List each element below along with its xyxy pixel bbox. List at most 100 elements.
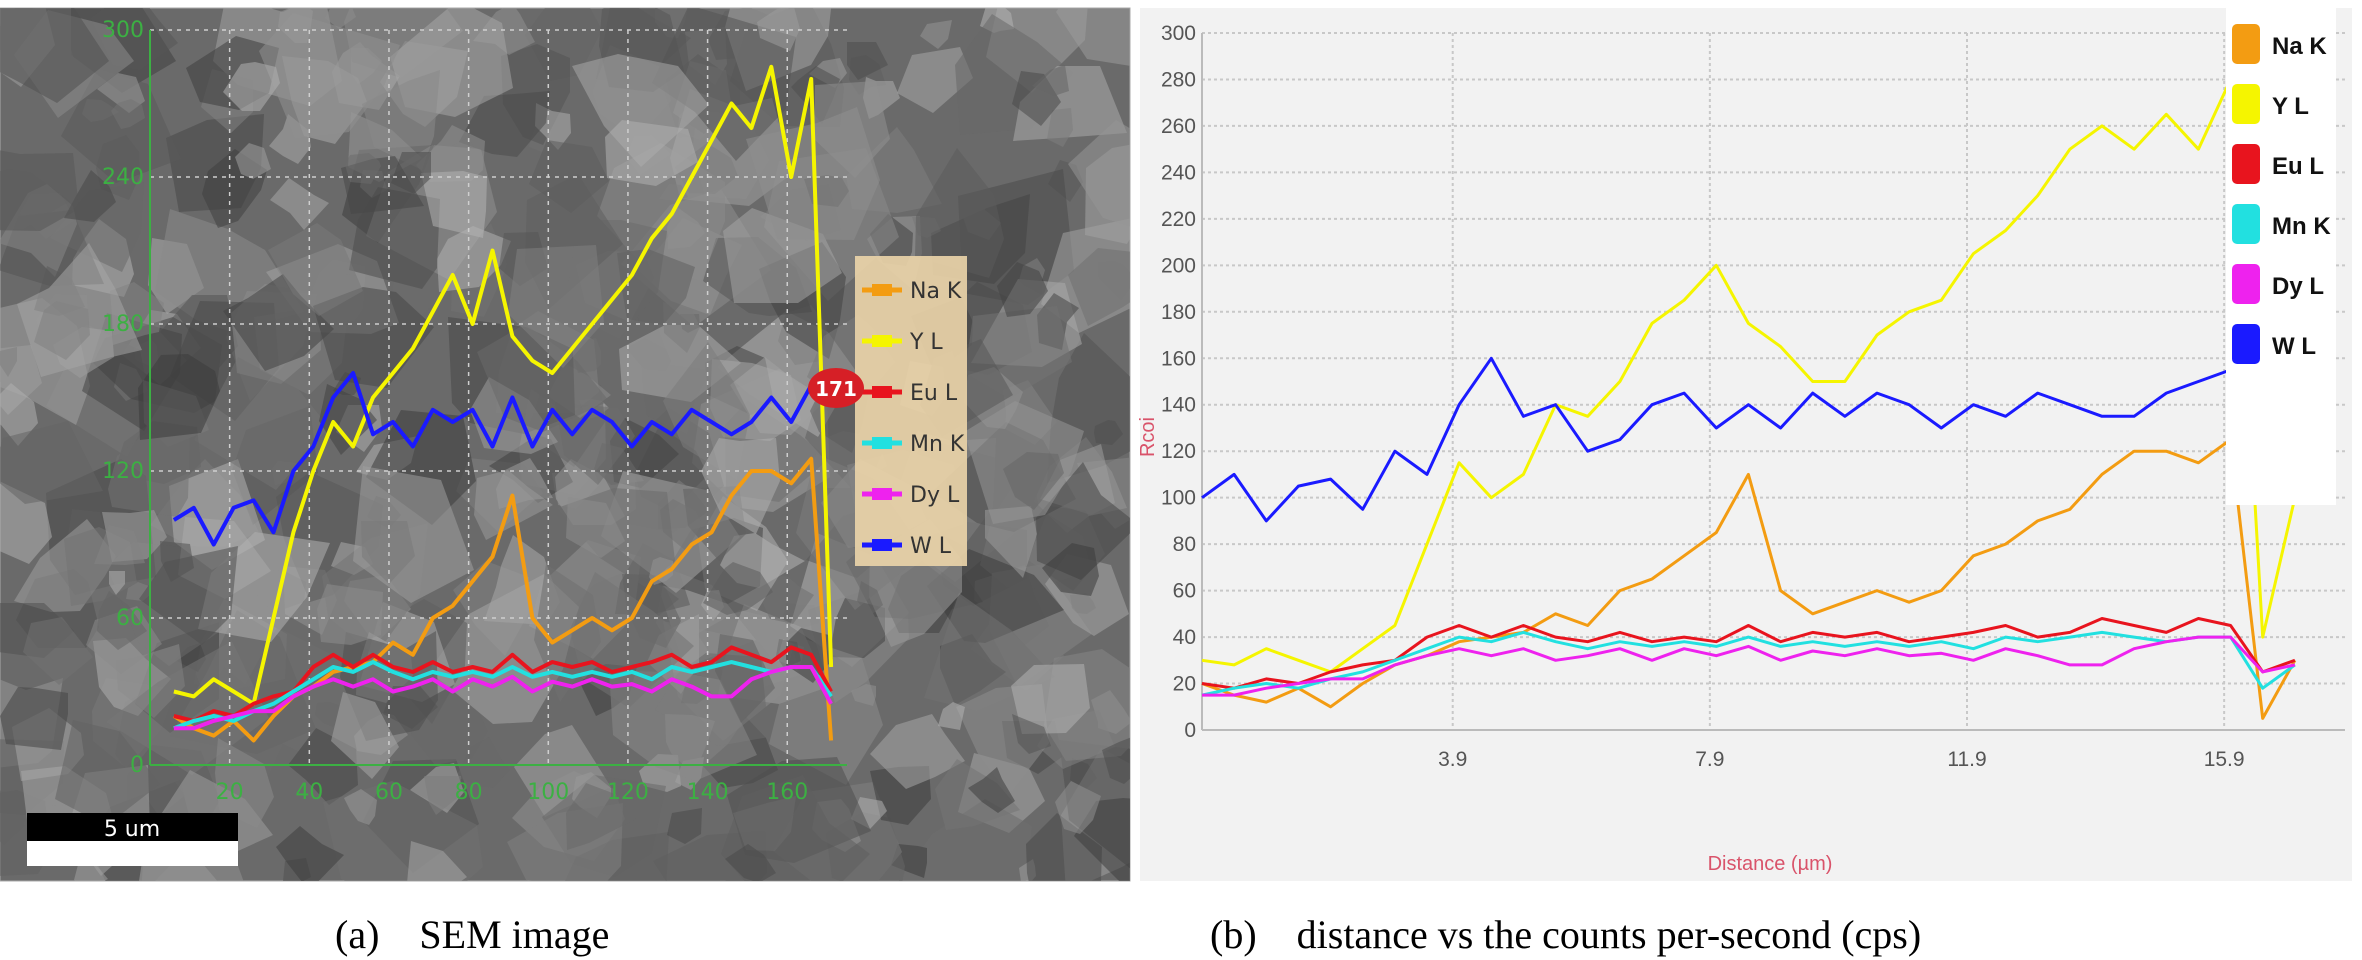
x-tick-label: 3.9 (1438, 748, 1467, 771)
caption-b: (b) distance vs the counts per-second (c… (1210, 912, 1921, 957)
series-line-mn-k (173, 660, 833, 731)
sem-grain (50, 182, 144, 272)
legend-swatch-marker (872, 488, 892, 500)
sem-grain (82, 99, 119, 122)
sem-grain (424, 776, 461, 815)
sem-grain (0, 383, 38, 446)
y-tick-label: 100 (1161, 487, 1196, 510)
sem-grain (17, 243, 142, 377)
y-tick-label: 180 (102, 312, 144, 337)
sem-grain (920, 20, 952, 49)
sem-grain (362, 70, 440, 170)
legend-item: W L (862, 534, 952, 559)
sem-grain (138, 354, 220, 440)
sem-grain (814, 81, 890, 178)
sem-grain (345, 153, 381, 184)
sem-grain (566, 783, 636, 850)
legend-label: W L (910, 534, 952, 559)
sem-grain (97, 591, 147, 650)
y-tick-label: 180 (1161, 301, 1196, 324)
legend-item: Na K (862, 279, 962, 304)
series-line-mn-k (1201, 630, 2296, 697)
legend-item: Y L (862, 330, 943, 355)
sem-grain (456, 737, 510, 788)
legend-swatch (2232, 324, 2260, 364)
sem-grain (1056, 8, 1130, 66)
y-tick-label: 300 (1161, 22, 1196, 45)
sem-grain (757, 8, 800, 51)
sem-grain (938, 702, 965, 730)
legend-label: Mn K (910, 432, 965, 457)
y-axis-label: Rcoi (1137, 417, 1159, 457)
x-tick-label: 7.9 (1695, 748, 1724, 771)
sem-grain (94, 525, 145, 565)
sem-grain (703, 562, 773, 615)
x-tick-label: 11.9 (1947, 748, 1986, 771)
sem-grain (111, 99, 145, 129)
sem-grain (725, 844, 776, 881)
sem-grain (169, 459, 265, 570)
sem-grain (572, 54, 709, 167)
sem-grain (997, 262, 1048, 317)
sem-grain (1094, 420, 1123, 445)
legend-item: Mn K (2232, 204, 2331, 244)
legend-swatch (2232, 264, 2260, 304)
sem-grain (1036, 462, 1130, 580)
sem-grain (407, 841, 467, 881)
series-line-y-l (1201, 78, 2297, 674)
y-tick-label: 300 (102, 18, 144, 43)
sem-grain (915, 148, 1004, 278)
legend-label: Y L (2272, 93, 2309, 120)
sem-grain (325, 8, 356, 29)
series-line-y-l (173, 64, 834, 706)
y-tick-label: 60 (1173, 580, 1196, 603)
sem-grain (1055, 781, 1101, 834)
sem-grain (473, 8, 535, 55)
legend-item: Eu L (862, 381, 958, 406)
legend-item: Eu L (2232, 144, 2324, 184)
x-tick-label: 60 (375, 780, 403, 805)
sem-grain (23, 617, 93, 685)
sem-overlay-chart: 0 60 120 180 240 300 20 40 60 80 100 120 140 160 (102, 18, 847, 805)
y-tick-label: 220 (1161, 208, 1196, 231)
y-tick-label: 200 (1161, 254, 1196, 277)
sem-grain (566, 497, 625, 558)
sem-grain (663, 302, 700, 353)
sem-grain (1026, 813, 1102, 881)
sem-grain (0, 481, 52, 564)
position-marker[interactable]: 171 (808, 368, 864, 408)
cps-legend: Na K Y L Eu L Mn K Dy L W L (2226, 8, 2336, 505)
legend-swatch (2232, 204, 2260, 244)
x-tick-label: 140 (687, 780, 729, 805)
legend-swatch-marker (872, 284, 892, 296)
sem-grain (0, 8, 109, 103)
marker-label: 171 (815, 377, 857, 401)
legend-swatch (2232, 144, 2260, 184)
sem-grain (1047, 108, 1073, 147)
sem-grain (315, 702, 346, 727)
legend-label: Mn K (2272, 213, 2331, 240)
sem-grain (870, 714, 965, 789)
legend-swatch (2232, 24, 2260, 64)
caption-a: (a) SEM image (335, 912, 609, 957)
sem-grain (1012, 714, 1051, 754)
cps-panel: 0 20 40 60 80 100 120 140 160 180 200 220 240 260 280 3… (1137, 8, 2352, 957)
scale-bar: 5 um (27, 813, 238, 866)
y-tick-label: 160 (1161, 347, 1196, 370)
plot-background (1140, 8, 2352, 881)
sem-grain (1070, 593, 1096, 614)
sem-grain (139, 546, 238, 645)
legend-swatch-marker (872, 539, 892, 551)
legend-label: Y L (909, 330, 943, 355)
cps-chart: 0 20 40 60 80 100 120 140 160 180 200 220 240 260 280 3… (1161, 22, 2345, 771)
sem-grain (353, 466, 474, 603)
y-tick-label: 240 (1161, 161, 1196, 184)
sem-grain (759, 576, 814, 624)
sem-grain (1003, 452, 1064, 510)
scale-bar-label: 5 um (104, 817, 160, 842)
sem-grain (437, 226, 511, 292)
y-tick-label: 0 (130, 753, 144, 778)
sem-grain (733, 796, 796, 851)
sem-grain (898, 799, 1032, 881)
